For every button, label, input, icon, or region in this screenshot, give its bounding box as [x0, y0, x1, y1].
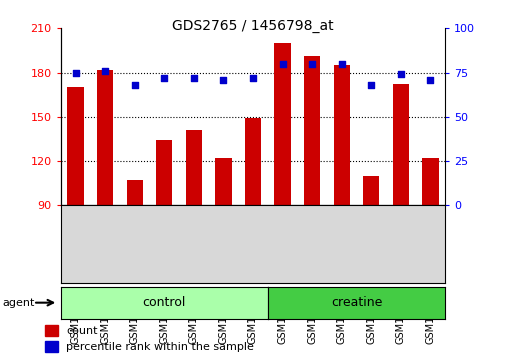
Point	[337, 61, 345, 67]
Text: agent: agent	[3, 298, 35, 308]
Text: GDS2765 / 1456798_at: GDS2765 / 1456798_at	[172, 19, 333, 34]
Point	[189, 75, 197, 81]
Bar	[363, 176, 379, 205]
Bar	[126, 180, 142, 205]
Bar	[67, 87, 83, 205]
Bar	[244, 118, 261, 205]
Bar	[422, 158, 438, 205]
Bar	[156, 141, 172, 205]
Point	[160, 75, 168, 81]
Bar	[97, 70, 113, 205]
Point	[71, 70, 79, 75]
Bar	[274, 43, 290, 205]
Point	[219, 77, 227, 82]
Point	[308, 61, 316, 67]
Bar	[333, 65, 349, 205]
Bar	[185, 130, 201, 205]
Point	[101, 68, 109, 74]
FancyBboxPatch shape	[45, 341, 58, 353]
Point	[426, 77, 434, 82]
Bar	[392, 84, 408, 205]
Point	[248, 75, 257, 81]
Bar	[215, 158, 231, 205]
Point	[130, 82, 138, 88]
Text: count: count	[66, 326, 97, 336]
Bar	[304, 56, 320, 205]
Point	[278, 61, 286, 67]
Text: creatine: creatine	[330, 296, 381, 309]
Point	[367, 82, 375, 88]
Text: control: control	[142, 296, 185, 309]
Point	[396, 72, 404, 77]
Text: percentile rank within the sample: percentile rank within the sample	[66, 342, 254, 352]
FancyBboxPatch shape	[45, 325, 58, 336]
